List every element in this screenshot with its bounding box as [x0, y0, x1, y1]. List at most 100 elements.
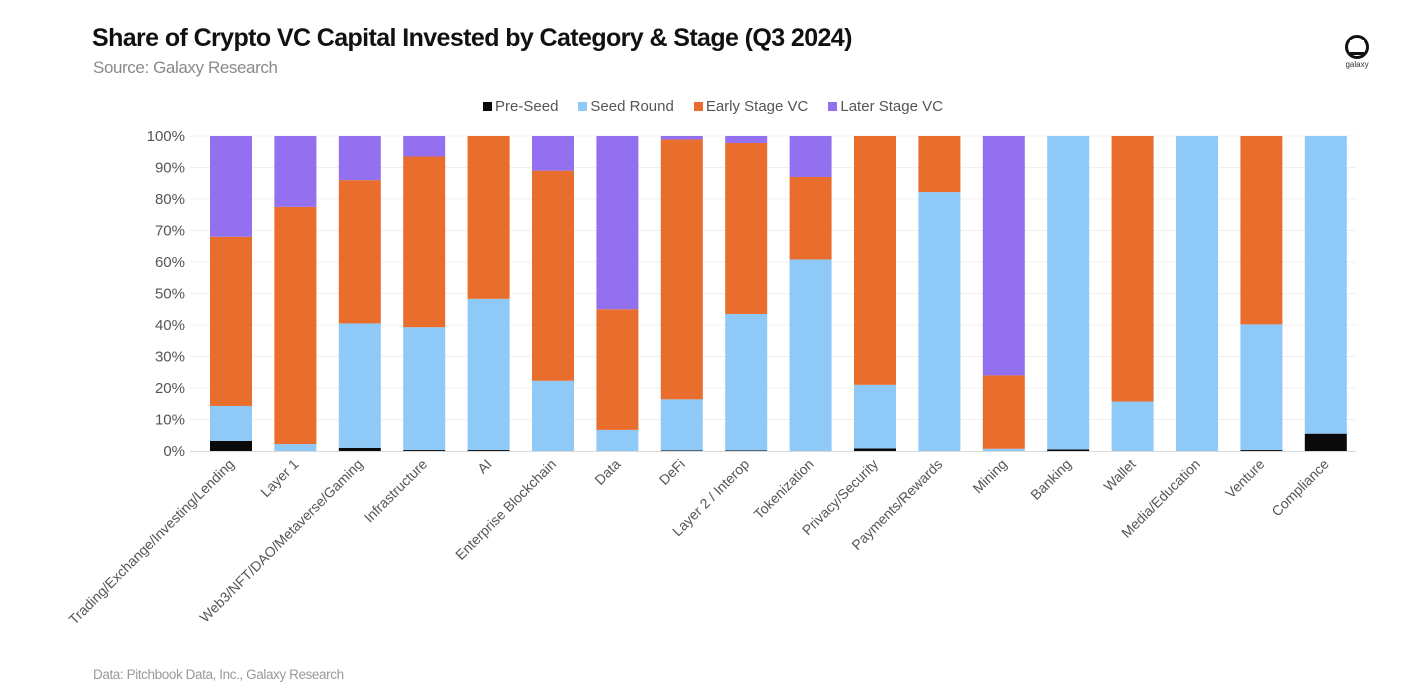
legend-swatch	[693, 102, 703, 111]
bar-segment-early-stage-vc	[467, 136, 510, 299]
y-tick-label: 0%	[163, 443, 185, 460]
bars	[210, 136, 1347, 451]
bar-stack	[596, 136, 639, 451]
bar-segment-early-stage-vc	[1111, 136, 1154, 402]
bar-stack	[1240, 136, 1283, 451]
chart-title: Share of Crypto VC Capital Invested by C…	[92, 24, 852, 52]
bar-segment-seed-round	[338, 323, 381, 448]
bar-segment-later-stage-vc	[403, 136, 446, 157]
bar-segment-seed-round	[1047, 136, 1090, 450]
bar-segment-later-stage-vc	[982, 136, 1025, 376]
x-tick-label: Compliance	[1268, 456, 1332, 520]
bar-segment-pre-seed	[1304, 433, 1347, 451]
galaxy-logo: galaxy	[1339, 35, 1375, 69]
bar-stack	[854, 136, 896, 451]
legend-label: Seed Round	[590, 98, 674, 115]
y-tick-label: 40%	[155, 317, 185, 334]
bar-segment-pre-seed	[660, 450, 703, 451]
bar-segment-early-stage-vc	[789, 176, 832, 260]
x-tick-label: Infrastructure	[361, 456, 431, 526]
bar-stack	[467, 136, 510, 451]
bar-segment-seed-round	[532, 380, 574, 451]
bar-segment-seed-round	[274, 444, 317, 451]
legend-items: Pre-Seed Seed Round Early Stage VC Later St…	[483, 98, 943, 115]
gridlines	[190, 135, 1356, 420]
bar-segment-seed-round	[660, 399, 703, 451]
y-tick-label: 30%	[155, 349, 185, 366]
bar-stack	[918, 136, 961, 451]
bar-segment-early-stage-vc	[725, 142, 768, 314]
legend-label: Later Stage VC	[840, 98, 943, 115]
bar-segment-seed-round	[789, 259, 832, 451]
bar-segment-seed-round	[1304, 136, 1347, 434]
bar-segment-later-stage-vc	[596, 136, 639, 310]
legend-label: Early Stage VC	[705, 98, 809, 115]
bar-segment-seed-round	[918, 192, 961, 451]
bar-segment-pre-seed	[725, 450, 768, 451]
x-tick-label: Wallet	[1100, 456, 1139, 495]
x-tick-label: Mining	[969, 456, 1009, 496]
bar-segment-pre-seed	[403, 450, 446, 451]
bar-stack	[338, 136, 381, 451]
bar-segment-early-stage-vc	[596, 309, 639, 430]
bar-stack	[1176, 136, 1218, 451]
bar-stack	[660, 136, 703, 451]
bar-segment-early-stage-vc	[1240, 136, 1283, 325]
bar-segment-pre-seed	[1047, 449, 1090, 451]
bar-segment-pre-seed	[1240, 450, 1283, 451]
bar-segment-seed-round	[210, 405, 252, 441]
y-tick-label: 70%	[155, 223, 185, 240]
bar-segment-pre-seed	[467, 450, 510, 451]
bar-stack	[403, 136, 446, 451]
galaxy-logo-icon	[1345, 35, 1369, 59]
bar-segment-seed-round	[403, 327, 446, 451]
bar-stack	[532, 136, 574, 451]
bar-segment-later-stage-vc	[338, 136, 381, 181]
bar-segment-seed-round	[467, 298, 510, 451]
y-tick-label: 100%	[147, 128, 185, 145]
bar-segment-seed-round	[854, 384, 896, 449]
chart-subtitle: Source: Galaxy Research	[93, 58, 278, 77]
x-tick-label: Layer 1	[257, 456, 301, 500]
bar-stack	[982, 136, 1025, 451]
bar-segment-later-stage-vc	[210, 136, 252, 237]
bar-stack	[1111, 136, 1154, 451]
bar-segment-early-stage-vc	[854, 136, 896, 385]
x-tick-label: AI	[474, 456, 495, 477]
legend-swatch	[483, 102, 493, 111]
legend-swatch	[578, 102, 588, 111]
bar-segment-early-stage-vc	[918, 136, 961, 193]
y-tick-label: 20%	[155, 380, 185, 397]
bar-segment-pre-seed	[210, 440, 252, 451]
bar-segment-early-stage-vc	[660, 139, 703, 400]
data-source-note: Data: Pitchbook Data, Inc., Galaxy Resea…	[93, 667, 344, 682]
bar-segment-seed-round	[982, 448, 1025, 451]
x-tick-label: Venture	[1222, 456, 1268, 502]
bar-stack	[1304, 136, 1347, 451]
bar-stack	[789, 136, 832, 451]
bar-segment-seed-round	[1111, 401, 1154, 451]
bar-segment-early-stage-vc	[532, 170, 574, 381]
bar-segment-later-stage-vc	[274, 136, 317, 207]
bar-segment-later-stage-vc	[660, 136, 703, 140]
bar-stack	[210, 136, 252, 451]
x-axis-labels: Trading/Exchange/Investing/Lending Layer …	[65, 456, 1332, 628]
bar-segment-early-stage-vc	[403, 156, 446, 328]
bar-segment-early-stage-vc	[210, 236, 252, 406]
legend-item: Seed Round	[578, 98, 674, 115]
logo-text: galaxy	[1345, 60, 1369, 69]
bar-segment-pre-seed	[854, 448, 896, 451]
legend-label: Pre-Seed	[495, 98, 559, 115]
bar-segment-pre-seed	[338, 447, 381, 451]
y-axis-ticks: 0% 10% 20% 30% 40% 50% 60% 70% 80% 90% 100%	[147, 128, 185, 460]
bar-segment-early-stage-vc	[982, 375, 1025, 449]
chart-legend: Pre-Seed Seed Round Early Stage VC Later St…	[0, 98, 1424, 115]
legend-item: Later Stage VC	[828, 98, 943, 115]
x-tick-label: Enterprise Blockchain	[452, 456, 559, 563]
y-tick-label: 10%	[155, 412, 185, 429]
y-tick-label: 90%	[155, 160, 185, 177]
x-tick-label: Tokenization	[750, 456, 816, 522]
bar-segment-seed-round	[1176, 136, 1218, 451]
bar-stack	[274, 136, 317, 451]
